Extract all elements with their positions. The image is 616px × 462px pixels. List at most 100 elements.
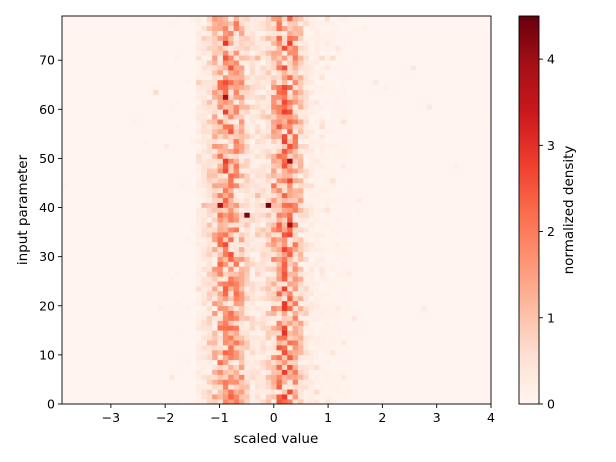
- heatmap-cell: [474, 202, 481, 208]
- heatmap-cell: [297, 335, 304, 341]
- heatmap-cell: [303, 192, 309, 199]
- heatmap-cell: [217, 345, 224, 351]
- heatmap-cell: [147, 335, 154, 341]
- heatmap-cell: [351, 291, 358, 297]
- heatmap-cell: [469, 305, 476, 311]
- heatmap-cell: [362, 369, 368, 375]
- heatmap-cell: [222, 379, 229, 385]
- heatmap-cell: [158, 345, 165, 351]
- heatmap-cell: [453, 246, 460, 253]
- heatmap-cell: [405, 182, 411, 189]
- heatmap-cell: [276, 138, 283, 144]
- heatmap-cell: [158, 330, 165, 336]
- heatmap-cell: [480, 286, 486, 292]
- heatmap-cell: [137, 138, 143, 144]
- heatmap-cell: [474, 153, 481, 159]
- heatmap-cell: [303, 261, 309, 267]
- heatmap-cell: [292, 178, 299, 184]
- heatmap-cell: [437, 276, 444, 282]
- heatmap-cell: [367, 222, 374, 228]
- heatmap-cell: [351, 99, 358, 105]
- heatmap-cell: [442, 281, 449, 287]
- heatmap-cell: [389, 384, 395, 390]
- heatmap-cell: [292, 197, 299, 203]
- heatmap-cell: [233, 315, 240, 321]
- heatmap-cell: [174, 300, 181, 307]
- heatmap-cell: [212, 349, 218, 356]
- heatmap-cell: [228, 222, 234, 228]
- heatmap-cell: [287, 237, 293, 243]
- heatmap-cell: [356, 276, 363, 282]
- heatmap-cell: [72, 345, 79, 351]
- heatmap-cell: [233, 305, 240, 311]
- heatmap-cell: [367, 178, 374, 184]
- heatmap-cell: [335, 399, 342, 404]
- heatmap-cell: [432, 364, 438, 370]
- heatmap-cell: [426, 114, 433, 120]
- heatmap-cell: [153, 369, 159, 375]
- heatmap-cell: [410, 246, 417, 253]
- heatmap-cell: [421, 271, 427, 277]
- heatmap-cell: [362, 202, 368, 208]
- heatmap-cell: [362, 251, 368, 257]
- heatmap-cell: [179, 394, 186, 400]
- heatmap-cell: [442, 389, 449, 395]
- heatmap-cell: [324, 133, 331, 140]
- heatmap-cell: [196, 182, 202, 189]
- heatmap-cell: [308, 237, 315, 243]
- heatmap-cell: [448, 266, 454, 272]
- heatmap-cell: [453, 345, 460, 351]
- heatmap-cell: [104, 295, 111, 302]
- heatmap-cell: [362, 197, 368, 203]
- heatmap-cell: [480, 320, 486, 326]
- heatmap-cell: [362, 335, 368, 341]
- heatmap-cell: [469, 237, 476, 243]
- heatmap-cell: [131, 374, 138, 380]
- heatmap-cell: [169, 251, 175, 257]
- heatmap-cell: [126, 359, 133, 366]
- heatmap-cell: [480, 399, 486, 404]
- heatmap-cell: [217, 394, 224, 400]
- heatmap-cell: [72, 359, 79, 366]
- heatmap-cell: [362, 310, 368, 316]
- heatmap-cell: [67, 241, 74, 248]
- heatmap-cell: [110, 330, 116, 336]
- heatmap-cell: [190, 310, 197, 316]
- heatmap-cell: [453, 379, 460, 385]
- heatmap-cell: [464, 246, 470, 253]
- heatmap-cell: [142, 349, 149, 356]
- heatmap-cell: [169, 364, 175, 370]
- heatmap-cell: [88, 222, 95, 228]
- heatmap-cell: [276, 394, 283, 400]
- heatmap-cell: [324, 320, 331, 326]
- heatmap-cell: [464, 138, 470, 144]
- heatmap-cell: [174, 212, 181, 218]
- heatmap-cell: [222, 315, 229, 321]
- heatmap-cell: [346, 340, 352, 346]
- heatmap-cell: [405, 330, 411, 336]
- heatmap-cell: [62, 399, 68, 404]
- heatmap-cell: [394, 187, 401, 194]
- heatmap-cell: [485, 227, 491, 233]
- heatmap-cell: [362, 222, 368, 228]
- heatmap-cell: [378, 256, 385, 262]
- heatmap-cell: [169, 379, 175, 385]
- heatmap-cell: [174, 310, 181, 316]
- heatmap-cell: [190, 359, 197, 366]
- heatmap-cell: [217, 241, 224, 248]
- heatmap-cell: [163, 345, 170, 351]
- heatmap-cell: [292, 212, 299, 218]
- heatmap-cell: [196, 261, 202, 267]
- heatmap-cell: [196, 237, 202, 243]
- heatmap-cell: [287, 261, 293, 267]
- heatmap-cell: [174, 379, 181, 385]
- heatmap-cell: [196, 187, 202, 194]
- heatmap-cell: [212, 173, 218, 179]
- heatmap-cell: [335, 119, 342, 125]
- heatmap-cell: [163, 335, 170, 341]
- heatmap-cell: [104, 178, 111, 184]
- heatmap-cell: [131, 335, 138, 341]
- heatmap-cell: [126, 232, 133, 238]
- heatmap-cell: [131, 295, 138, 302]
- heatmap-cell: [233, 291, 240, 297]
